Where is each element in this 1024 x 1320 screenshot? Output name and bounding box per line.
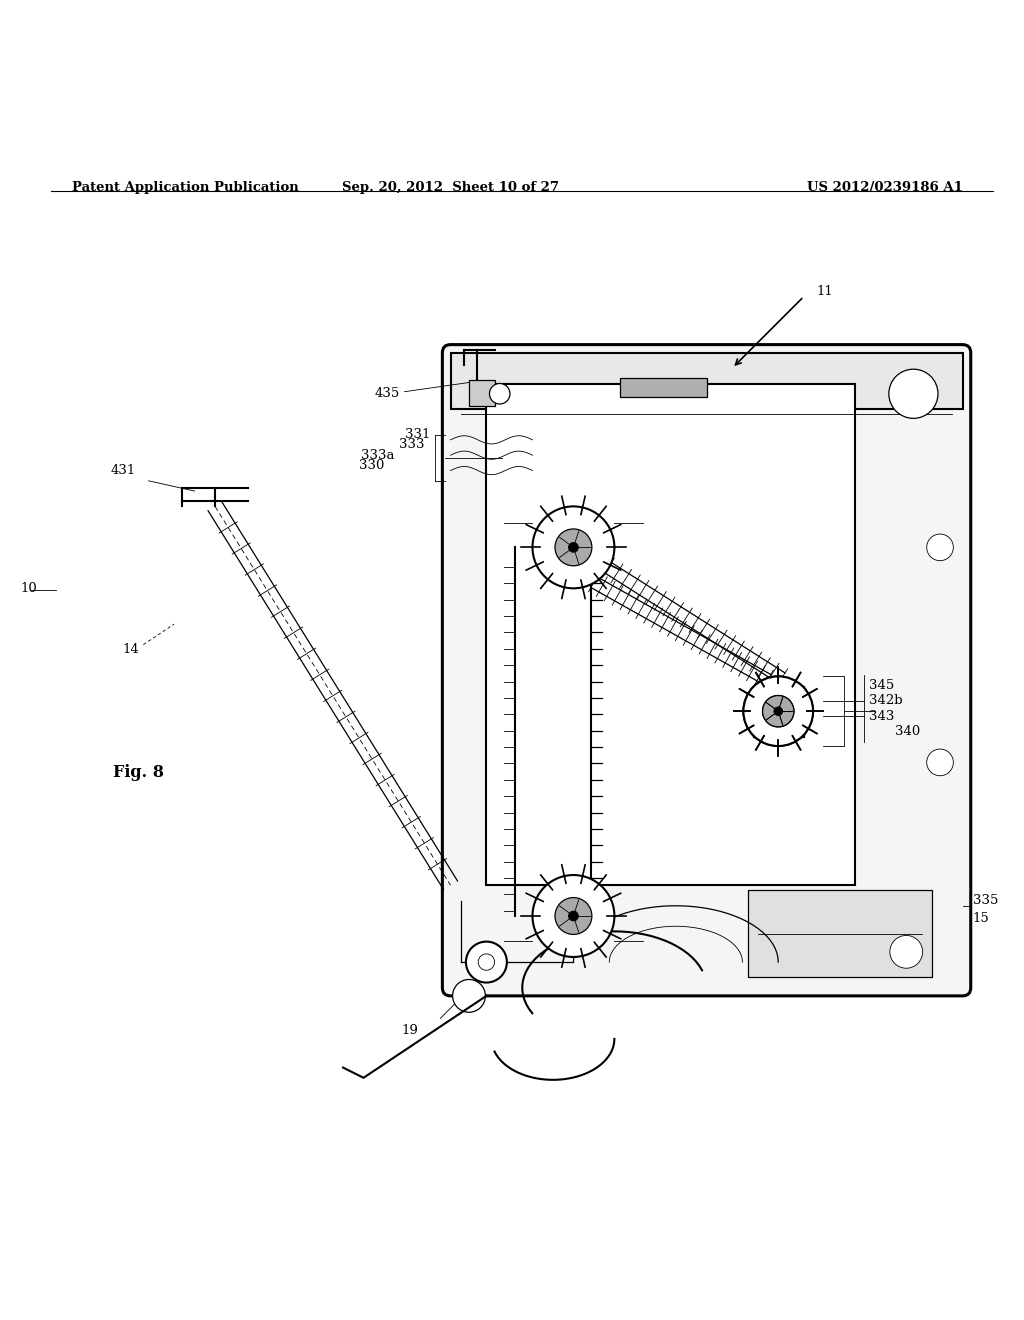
Text: Sep. 20, 2012  Sheet 10 of 27: Sep. 20, 2012 Sheet 10 of 27	[342, 181, 559, 194]
Text: US 2012/0239186 A1: US 2012/0239186 A1	[807, 181, 963, 194]
Bar	[620, 379, 707, 397]
Text: 342b: 342b	[869, 694, 903, 708]
Text: 343: 343	[869, 710, 895, 723]
Text: Fig. 8: Fig. 8	[113, 764, 164, 781]
Circle shape	[774, 708, 782, 715]
Circle shape	[466, 941, 507, 982]
Circle shape	[568, 543, 579, 552]
Text: 19: 19	[401, 1024, 418, 1038]
Circle shape	[489, 384, 510, 404]
Circle shape	[927, 748, 953, 776]
Circle shape	[890, 936, 923, 969]
Text: 431: 431	[111, 465, 135, 477]
Text: 435: 435	[374, 387, 399, 400]
Circle shape	[568, 911, 579, 921]
Bar	[469, 380, 495, 407]
Circle shape	[743, 676, 813, 746]
Bar	[451, 352, 963, 409]
Text: 333a: 333a	[360, 449, 394, 462]
Circle shape	[532, 507, 614, 589]
Circle shape	[453, 979, 485, 1012]
Text: 11: 11	[816, 285, 833, 298]
Circle shape	[763, 696, 794, 727]
Circle shape	[478, 954, 495, 970]
FancyBboxPatch shape	[442, 345, 971, 995]
Text: 10: 10	[20, 582, 37, 595]
Circle shape	[532, 875, 614, 957]
Circle shape	[763, 696, 794, 727]
Text: 340: 340	[895, 725, 921, 738]
Text: 335: 335	[973, 894, 998, 907]
Text: 333: 333	[399, 438, 425, 451]
Circle shape	[555, 898, 592, 935]
Bar	[753, 685, 804, 737]
Circle shape	[889, 370, 938, 418]
Text: 15: 15	[973, 912, 989, 924]
Text: Patent Application Publication: Patent Application Publication	[72, 181, 298, 194]
Circle shape	[927, 535, 953, 561]
Text: 330: 330	[358, 459, 384, 473]
Bar	[748, 891, 932, 977]
Text: 331: 331	[404, 428, 430, 441]
Circle shape	[774, 708, 782, 715]
Text: 345: 345	[869, 678, 895, 692]
Circle shape	[555, 529, 592, 566]
Circle shape	[743, 676, 813, 746]
Text: 14: 14	[123, 643, 139, 656]
Bar	[486, 384, 855, 886]
